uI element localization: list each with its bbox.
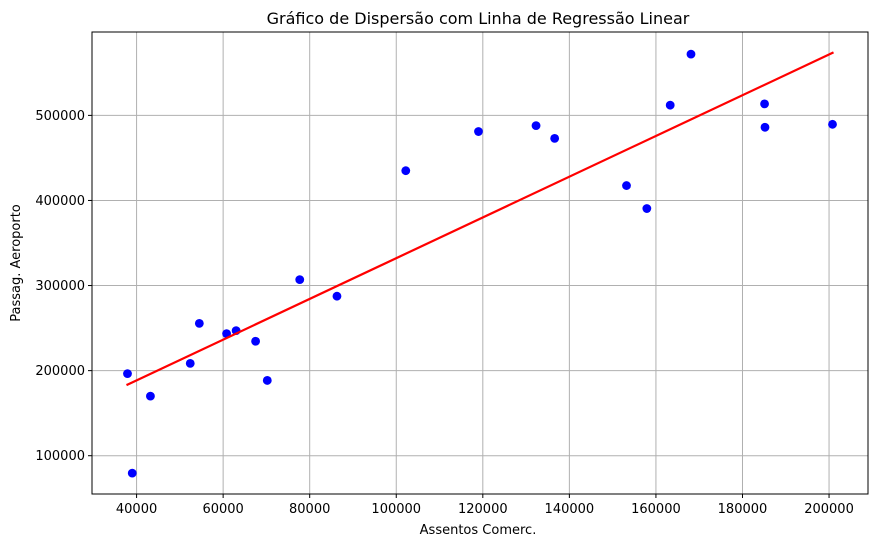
y-tick-label: 500000 (35, 109, 85, 124)
x-tick-label: 200000 (804, 502, 854, 517)
grid-lines (92, 32, 868, 494)
data-point (760, 122, 770, 132)
data-point (665, 100, 675, 110)
data-point (146, 391, 155, 401)
chart-title: Gráfico de Dispersão com Linha de Regres… (267, 9, 690, 28)
data-point (642, 204, 652, 213)
x-tick-label: 80000 (289, 502, 330, 517)
data-point (760, 99, 769, 109)
x-tick-label: 100000 (371, 502, 421, 517)
x-tick-label: 140000 (545, 502, 595, 517)
y-tick-label: 100000 (35, 449, 85, 464)
data-point (262, 376, 272, 385)
x-tick-label: 120000 (458, 502, 508, 517)
data-point (531, 121, 541, 130)
data-point (828, 119, 837, 129)
regression-line (126, 51, 834, 387)
data-point (194, 319, 204, 328)
x-axis-label: Assentos Comerc. (420, 523, 537, 538)
axis-ticks: 40000 60000 80000 100000 120000 140000 160000 1… (35, 109, 854, 517)
data-point (123, 369, 132, 379)
y-tick-label: 400000 (35, 194, 85, 209)
data-point (401, 166, 411, 176)
x-tick-label: 160000 (631, 502, 681, 517)
y-tick-label: 300000 (35, 279, 85, 294)
x-tick-label: 60000 (202, 502, 243, 517)
plot-frame (91, 31, 869, 495)
data-point (550, 133, 560, 143)
x-tick-label: 180000 (718, 502, 768, 517)
data-point (185, 358, 195, 368)
data-point (474, 127, 483, 136)
data-point (251, 336, 260, 346)
y-axis-label: Passag. Aeroporto (9, 204, 24, 322)
data-point (332, 291, 342, 301)
data-point (127, 468, 137, 478)
data-point (622, 181, 631, 190)
y-tick-label: 200000 (35, 364, 85, 379)
data-point (295, 275, 305, 284)
data-point (686, 49, 696, 59)
plot-area (123, 49, 837, 478)
x-tick-label: 40000 (116, 502, 157, 517)
